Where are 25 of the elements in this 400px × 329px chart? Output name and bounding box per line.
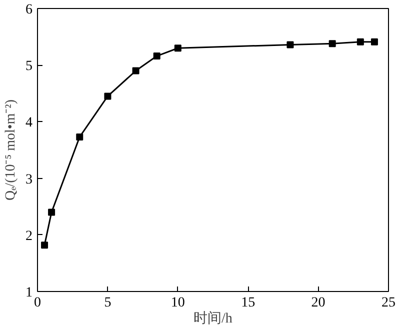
x-axis-title: 时间/h — [194, 310, 232, 326]
point — [174, 44, 182, 52]
point — [370, 38, 378, 46]
point — [328, 40, 336, 48]
x-tick-label: 5 — [104, 296, 112, 310]
point — [76, 133, 84, 140]
y-tick-label: 6 — [26, 2, 32, 18]
x-tick-label: 10 — [170, 296, 185, 310]
y-tick-label: 2 — [26, 228, 32, 244]
point — [132, 67, 140, 74]
point — [153, 52, 160, 60]
point — [286, 41, 294, 48]
x-tick-label: 15 — [241, 296, 256, 310]
y-tick-label: 1 — [26, 286, 32, 300]
point — [41, 242, 48, 249]
x-tick-label: 25 — [382, 296, 396, 310]
y-tick-label: 5 — [26, 59, 32, 74]
x-tick-label: 0 — [34, 296, 41, 310]
y-axis-title: Qₑ/(10⁻⁵ mol•m⁻²) — [4, 99, 18, 201]
x-tick-label: 20 — [311, 296, 326, 310]
y-tick-label: 3 — [26, 172, 32, 188]
y-tick-label: 4 — [26, 116, 32, 131]
point — [104, 92, 112, 100]
point — [356, 38, 364, 46]
point — [48, 208, 56, 216]
